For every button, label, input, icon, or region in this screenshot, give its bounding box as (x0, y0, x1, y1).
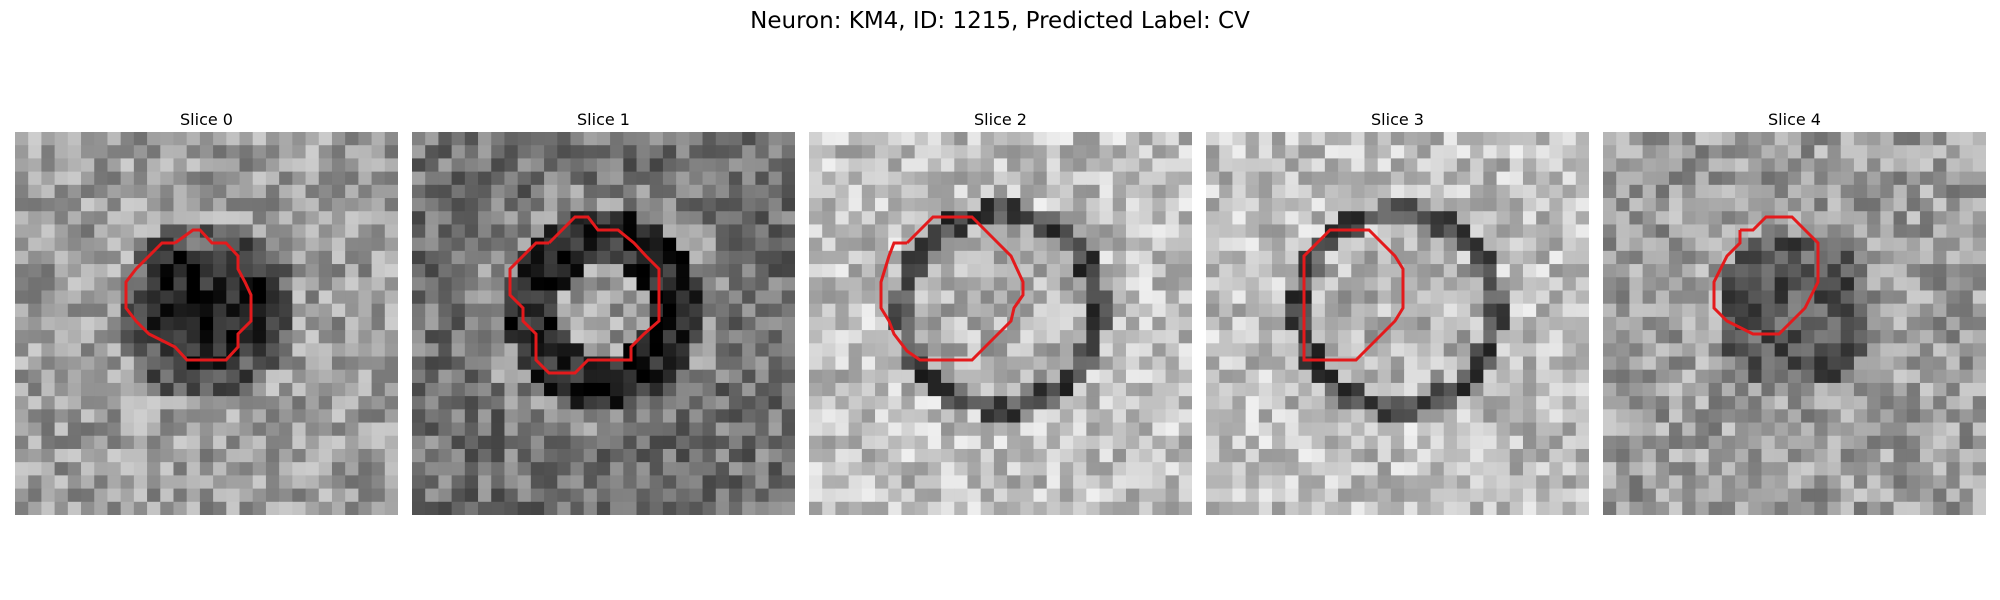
segmentation-contour (124, 228, 253, 362)
slice-title: Slice 4 (1768, 110, 1821, 129)
segmentation-contour (879, 215, 1025, 362)
slice-title: Slice 1 (577, 110, 630, 129)
segmentation-contour (1302, 228, 1405, 362)
slice-panel-2: Slice 2 (809, 108, 1192, 515)
slice-image-2 (809, 132, 1192, 515)
slice-image-3 (1206, 132, 1589, 515)
slice-title: Slice 0 (180, 110, 233, 129)
slice-panel-3: Slice 3 (1206, 108, 1589, 515)
slice-image-4 (1603, 132, 1986, 515)
slice-title: Slice 2 (974, 110, 1027, 129)
figure-title: Neuron: KM4, ID: 1215, Predicted Label: … (750, 8, 1250, 34)
slice-title: Slice 3 (1371, 110, 1424, 129)
slice-image-1 (412, 132, 795, 515)
segmentation-contour (1712, 215, 1820, 336)
slice-panel-0: Slice 0 (15, 108, 398, 515)
segmentation-contour (508, 215, 661, 375)
slice-panel-4: Slice 4 (1603, 108, 1986, 515)
slice-panel-1: Slice 1 (412, 108, 795, 515)
slice-image-0 (15, 132, 398, 515)
